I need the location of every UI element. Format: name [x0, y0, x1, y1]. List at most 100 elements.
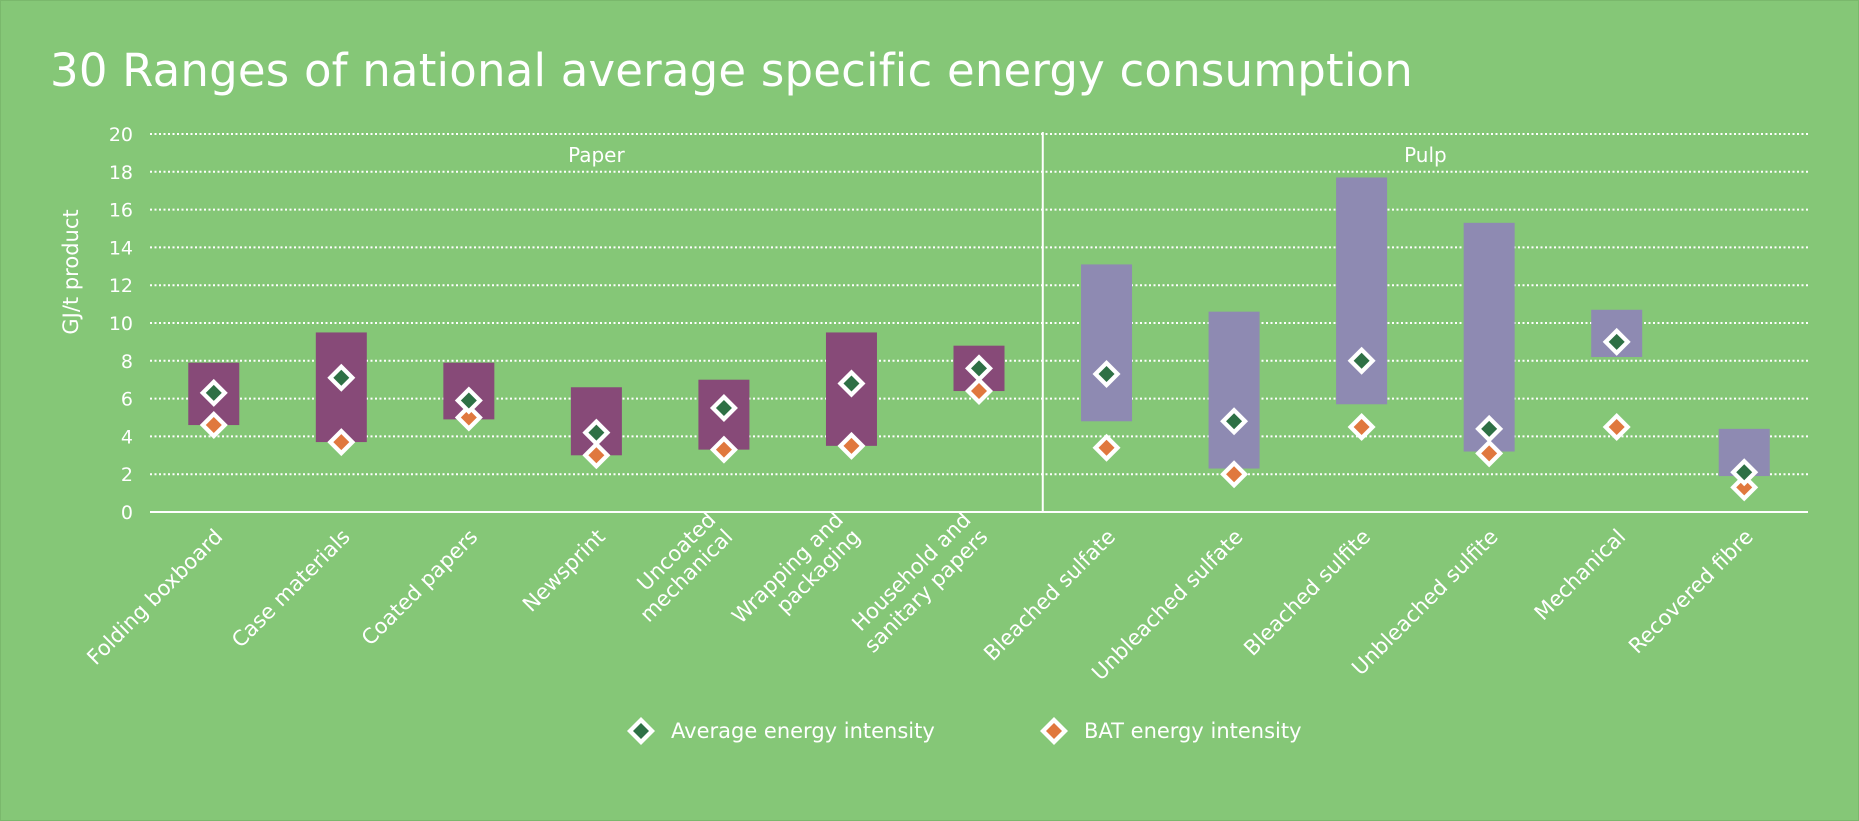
- bat-marker-fill: [1481, 445, 1498, 462]
- average-marker: [454, 386, 483, 415]
- average-marker-fill: [333, 369, 350, 386]
- x-tick-label: Household andsanitary papers: [843, 508, 993, 658]
- bat-marker: [1475, 439, 1504, 468]
- legend-bat: BAT energy intensity: [1040, 717, 1302, 745]
- x-tick-label: Folding boxboard: [82, 525, 227, 670]
- average-marker: [965, 354, 993, 383]
- x-axis-labels: Folding boxboard Case materials Coated pap…: [82, 508, 1757, 685]
- legend-marker: [627, 717, 655, 745]
- average-marker: [582, 418, 611, 447]
- legend-marker-fill: [1046, 723, 1062, 739]
- gridlines: [150, 133, 1808, 513]
- y-axis-label: GJ/t product: [59, 209, 83, 334]
- average-marker-fill: [1736, 464, 1753, 481]
- x-tick-label-line: Coated papers: [357, 525, 483, 651]
- bat-marker-fill: [333, 434, 350, 451]
- average-marker-fill: [1481, 420, 1498, 437]
- legend-marker-fill: [633, 723, 649, 739]
- bat-marker: [837, 431, 866, 460]
- x-tick-label: Recovered fibre: [1624, 525, 1758, 659]
- range-bar: [1208, 311, 1260, 469]
- bat-marker-fill: [588, 447, 605, 464]
- y-tick-label: 12: [109, 275, 133, 297]
- average-marker: [1730, 458, 1759, 487]
- x-tick-label: Bleached sulfate: [979, 525, 1120, 666]
- x-tick-label-line: Recovered fibre: [1624, 525, 1758, 659]
- chart-title: 30 Ranges of national average specific e…: [50, 44, 1414, 97]
- y-tick-label: 18: [109, 162, 133, 184]
- average-marker: [327, 363, 356, 392]
- legend-label: BAT energy intensity: [1084, 719, 1302, 743]
- average-marker-fill: [588, 424, 605, 441]
- x-tick-label-line: Bleached sulfite: [1239, 525, 1375, 661]
- bat-marker: [1347, 412, 1376, 441]
- average-marker-fill: [843, 375, 860, 392]
- y-tick-label: 0: [121, 502, 133, 524]
- bat-marker-fill: [843, 437, 860, 454]
- average-marker-fill: [1353, 352, 1370, 369]
- x-tick-label-line: Case materials: [227, 525, 355, 653]
- average-marker: [837, 369, 866, 398]
- average-marker-fill: [1098, 366, 1115, 383]
- bat-marker: [965, 377, 993, 406]
- group-header: Pulp: [1404, 143, 1447, 167]
- bat-marker: [454, 403, 483, 432]
- range-bars: [188, 177, 1770, 477]
- average-marker: [1092, 360, 1121, 389]
- average-marker-fill: [971, 360, 987, 377]
- x-tick-label: Bleached sulfite: [1239, 525, 1375, 661]
- y-tick-label: 20: [109, 124, 133, 146]
- bat-marker-fill: [1098, 439, 1115, 456]
- average-marker: [1602, 327, 1631, 356]
- y-tick-label: 8: [121, 351, 133, 373]
- bat-marker: [199, 411, 228, 440]
- x-tick-label-line: Bleached sulfate: [979, 525, 1120, 666]
- group-headers: Paper Pulp: [568, 132, 1447, 512]
- average-marker-fill: [1226, 413, 1243, 430]
- bat-marker: [709, 435, 738, 464]
- average-marker: [1347, 346, 1376, 375]
- y-axis-ticks: 0 2 4 6 8 10 12 14 16 18 20: [109, 124, 133, 524]
- average-marker-fill: [205, 384, 222, 401]
- x-tick-label-line: Newsprint: [518, 525, 610, 617]
- legend-marker: [1040, 717, 1068, 745]
- y-tick-label: 10: [109, 313, 133, 335]
- bat-marker: [1220, 460, 1249, 489]
- bat-marker-fill: [460, 409, 477, 426]
- bat-marker: [1602, 412, 1631, 441]
- average-marker-fill: [460, 392, 477, 409]
- x-tick-label-line: Unbleached sulfite: [1347, 525, 1502, 680]
- range-bar: [1081, 264, 1133, 422]
- range-bar: [1463, 222, 1515, 452]
- x-tick-label-line: Mechanical: [1530, 525, 1631, 626]
- y-tick-label: 14: [109, 237, 133, 259]
- bat-marker: [1092, 433, 1121, 462]
- average-marker-fill: [715, 400, 732, 417]
- bat-marker: [1730, 473, 1759, 502]
- bat-marker: [582, 441, 611, 470]
- legend: Average energy intensity BAT energy inten…: [627, 717, 1302, 745]
- bat-marker: [327, 428, 356, 457]
- average-marker: [199, 378, 228, 407]
- legend-average: Average energy intensity: [627, 717, 935, 745]
- x-tick-label: Unbleached sulfite: [1347, 525, 1502, 680]
- x-tick-label: Newsprint: [518, 525, 610, 617]
- bat-marker-fill: [205, 417, 222, 434]
- average-marker-fill: [1608, 333, 1625, 350]
- bat-marker-fill: [1226, 466, 1243, 483]
- y-tick-label: 6: [121, 389, 133, 411]
- bat-marker-fill: [715, 441, 732, 458]
- x-tick-label: Case materials: [227, 525, 355, 653]
- y-tick-label: 16: [109, 200, 133, 222]
- x-tick-label: Coated papers: [357, 525, 483, 651]
- group-header: Paper: [568, 143, 625, 167]
- x-tick-label: Uncoatedmechanical: [618, 508, 737, 627]
- x-tick-label: Wrapping andpackaging: [727, 508, 865, 646]
- x-tick-label-line: Folding boxboard: [82, 525, 227, 670]
- y-tick-label: 4: [121, 426, 133, 448]
- average-marker: [1220, 407, 1249, 436]
- bat-marker-fill: [1736, 479, 1753, 496]
- x-tick-label: Mechanical: [1530, 525, 1631, 626]
- average-marker: [709, 394, 738, 423]
